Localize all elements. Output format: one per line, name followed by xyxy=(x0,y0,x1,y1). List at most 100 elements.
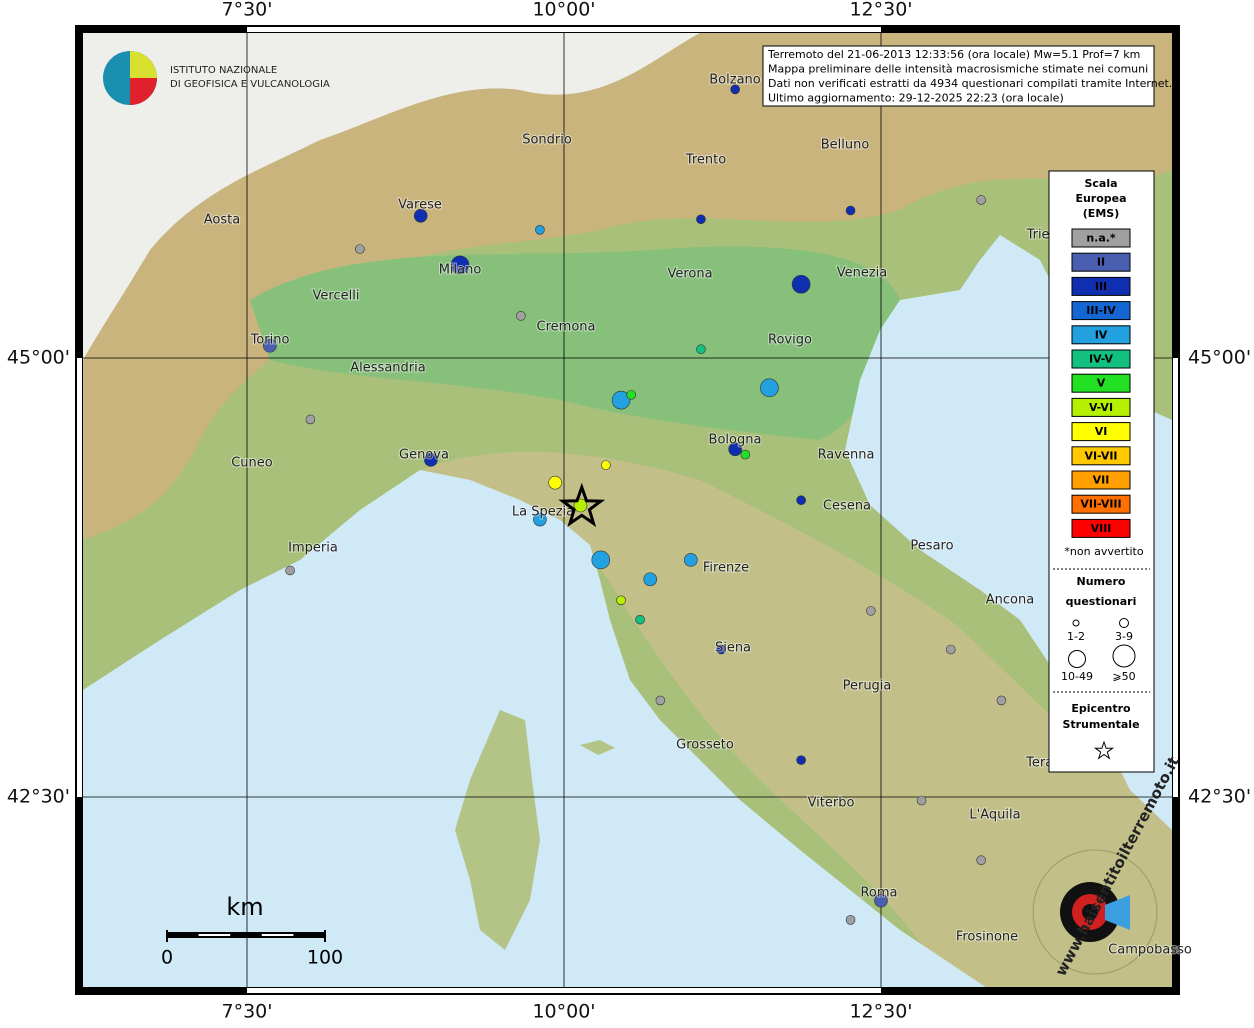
legend-swatch xyxy=(1071,349,1131,369)
intensity-point xyxy=(626,390,637,400)
scale-segment xyxy=(261,934,294,936)
frame-segment xyxy=(564,27,881,32)
legend-size xyxy=(1119,618,1129,628)
city-label: Imperia xyxy=(288,541,338,556)
intensity-point xyxy=(413,208,428,223)
legend-swatch xyxy=(1071,446,1131,466)
intensity-point xyxy=(696,214,706,225)
lon-tick-label: 12°30' xyxy=(849,0,912,21)
header-line: Mappa preliminare delle intensità macros… xyxy=(768,63,1148,76)
city-label: Verona xyxy=(667,267,712,282)
legend-size-label: ⩾50 xyxy=(1112,670,1135,683)
intensity-point xyxy=(424,453,438,467)
scale-unit: km xyxy=(226,893,263,921)
intensity-point xyxy=(760,378,779,398)
legend-note: *non avvertito xyxy=(1064,545,1143,558)
city-label: La Spezia xyxy=(512,505,574,520)
lat-tick-label: 45°00' xyxy=(1188,347,1251,369)
lat-tick-label: 42°30' xyxy=(1188,786,1251,808)
intensity-point xyxy=(516,311,526,321)
intensity-point xyxy=(696,344,706,355)
city-label: Milano xyxy=(439,263,482,278)
logo-horn xyxy=(1105,895,1130,930)
legend-swatch xyxy=(1071,301,1131,321)
intensity-point xyxy=(355,244,365,254)
intensity-point xyxy=(740,449,751,460)
city-label: Cuneo xyxy=(231,456,273,471)
legend-swatch xyxy=(1071,422,1131,442)
city-label: Cremona xyxy=(537,320,596,335)
legend-label: VII xyxy=(1093,474,1110,487)
intensity-point xyxy=(611,390,631,410)
city-label: Varese xyxy=(398,198,442,213)
header-box xyxy=(762,45,1155,107)
legend-title: Europea xyxy=(1075,192,1126,205)
intensity-point xyxy=(533,512,547,527)
terrain xyxy=(83,33,1172,987)
intensity-point xyxy=(976,855,986,866)
intensity-point xyxy=(683,553,698,567)
legend-title: (EMS) xyxy=(1083,207,1119,220)
corsica xyxy=(455,710,540,950)
legend-size xyxy=(1112,644,1136,668)
city-label: Viterbo xyxy=(808,796,855,811)
lon-tick-label: 12°30' xyxy=(849,1001,912,1023)
legend-label: VI-VII xyxy=(1084,449,1117,462)
legend-size-label: 1-2 xyxy=(1067,630,1085,643)
intensity-point xyxy=(945,644,956,655)
legend-label: VII-VIII xyxy=(1080,498,1121,511)
graticule: 7°30' 7°30' 10°00' 10°00' 12°30' 12°30' 45°00'… xyxy=(7,0,1251,1023)
frame-segment xyxy=(247,988,564,993)
legend-title: Numero xyxy=(1077,575,1126,588)
legend-label: III-IV xyxy=(1086,304,1116,317)
city-label: Roma xyxy=(860,886,897,901)
city-label: Perugia xyxy=(843,679,892,694)
intensity-point xyxy=(635,614,645,625)
intensity-point xyxy=(285,565,295,576)
logo-text: ISTITUTO NAZIONALE xyxy=(170,65,277,76)
legend-label: n.a.* xyxy=(1086,232,1116,245)
logo-segment xyxy=(130,51,157,78)
lon-tick-label: 10°00' xyxy=(532,1001,595,1023)
city-label: Genova xyxy=(399,448,449,463)
legend-label: VIII xyxy=(1091,522,1112,535)
lon-tick-label: 7°30' xyxy=(222,1001,273,1023)
logo-target xyxy=(1082,904,1098,920)
intensity-point xyxy=(730,84,740,95)
intensity-point xyxy=(450,255,470,275)
scale-label: 0 xyxy=(161,947,173,969)
legend-title: Epicentro xyxy=(1071,702,1131,715)
city-label: Pesaro xyxy=(910,539,953,554)
city-label: Rovigo xyxy=(768,333,812,348)
city-label: Ancona xyxy=(986,593,1034,608)
scale-bar xyxy=(167,932,325,938)
legend-label: V-VI xyxy=(1089,401,1113,414)
intensity-point xyxy=(728,442,742,457)
tyrrhenian-sea xyxy=(83,470,986,987)
legend-label: IV-V xyxy=(1089,353,1114,366)
legend-swatch xyxy=(1071,373,1131,393)
epicenter-star xyxy=(558,482,606,528)
intensity-point xyxy=(791,274,811,294)
legend-title: Scala xyxy=(1084,177,1117,190)
apennines xyxy=(420,451,1172,987)
intensity-point xyxy=(305,414,316,425)
legend-label: IV xyxy=(1095,328,1108,341)
frame-segment xyxy=(77,358,82,797)
intensity-point xyxy=(845,915,856,925)
city-label: Ravenna xyxy=(818,448,875,463)
ingv-logo: ISTITUTO NAZIONALE DI GEOFISICA E VULCAN… xyxy=(103,51,330,105)
legend-swatch xyxy=(1071,325,1131,345)
city-label: Aosta xyxy=(204,213,240,228)
scale-bar: km 0 100 xyxy=(161,893,343,969)
intensity-point xyxy=(643,572,658,587)
header-line: Ultimo aggiornamento: 29-12-2025 22:23 (… xyxy=(768,92,1064,105)
header: Terremoto del 21-06-2013 12:33:56 (ora l… xyxy=(767,48,1172,105)
intensity-point xyxy=(916,795,927,806)
legend-size-label: 10-49 xyxy=(1061,670,1093,683)
frame-segment xyxy=(1173,358,1178,797)
city-label: L'Aquila xyxy=(969,808,1020,823)
intensity-point xyxy=(976,195,986,205)
intensity-point xyxy=(263,338,277,353)
